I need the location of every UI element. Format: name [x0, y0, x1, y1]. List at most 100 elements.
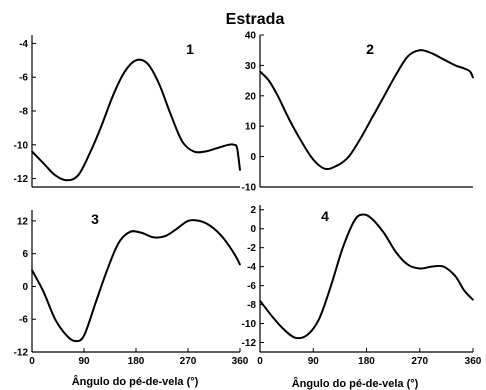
data-point	[175, 228, 178, 230]
data-point	[259, 70, 261, 73]
y-tick-label: -4	[19, 39, 28, 50]
data-point	[383, 232, 386, 235]
data-point	[463, 67, 465, 70]
data-point	[342, 246, 344, 249]
data-point	[288, 119, 291, 121]
data-point	[193, 150, 195, 153]
data-point	[198, 220, 201, 222]
data-point	[268, 79, 270, 82]
x-tick-label: 360	[465, 356, 482, 367]
data-point	[330, 284, 332, 287]
y-tick-label: -12	[14, 174, 29, 185]
y-tick-label: -6	[19, 73, 28, 84]
data-point	[77, 174, 79, 176]
y-tick-label: -12	[14, 348, 29, 359]
data-point	[271, 315, 273, 317]
data-point	[181, 140, 183, 143]
data-point	[42, 291, 45, 293]
data-point	[442, 265, 445, 268]
figure-title: Estrada	[226, 11, 285, 28]
data-point	[187, 220, 189, 222]
panel-label: 4	[321, 208, 329, 224]
y-tick-label: 0	[250, 224, 256, 235]
panel-2: 40 30 20 10 0 -10 2	[242, 31, 474, 194]
data-point	[442, 58, 445, 61]
data-point	[472, 76, 474, 79]
data-point	[152, 236, 155, 239]
data-point	[239, 263, 241, 266]
data-point	[65, 334, 68, 337]
data-point	[31, 150, 33, 153]
data-point	[419, 49, 421, 51]
panel-1: -4 -6 -8 -10 -12 1	[14, 35, 241, 188]
data-point	[112, 95, 114, 97]
data-point	[407, 55, 409, 58]
panel-label: 3	[91, 211, 99, 227]
data-point	[306, 334, 309, 336]
series-line	[259, 213, 474, 340]
x-tick-label: 90	[308, 356, 320, 367]
data-point	[83, 334, 85, 337]
data-point	[146, 62, 149, 65]
data-point	[463, 289, 465, 292]
data-point	[472, 299, 474, 301]
data-point	[348, 155, 350, 158]
x-tick-label: 180	[128, 356, 145, 367]
data-point	[135, 59, 137, 62]
data-point	[31, 269, 33, 271]
data-point	[419, 267, 421, 270]
y-tick-label: -4	[247, 262, 256, 273]
data-point	[359, 137, 362, 140]
y-tick-label: -8	[247, 300, 256, 311]
data-point	[239, 169, 241, 171]
data-point	[169, 113, 172, 116]
y-tick-label: 6	[22, 249, 28, 260]
data-point	[106, 269, 108, 271]
data-point	[318, 318, 321, 320]
data-point	[94, 302, 97, 304]
data-point	[395, 251, 397, 254]
data-point	[216, 147, 218, 149]
data-point	[395, 73, 397, 76]
data-point	[100, 125, 103, 127]
y-tick-label: -12	[242, 338, 257, 349]
data-point	[430, 265, 433, 268]
x-tick-label: 360	[232, 356, 249, 367]
x-tick-label: 90	[78, 356, 90, 367]
data-point	[42, 162, 45, 165]
data-point	[227, 144, 230, 146]
data-point	[158, 83, 160, 85]
data-point	[430, 52, 433, 54]
data-point	[89, 152, 91, 154]
data-point	[221, 236, 224, 239]
data-point	[54, 174, 56, 176]
data-point	[129, 231, 131, 233]
x-axis-label-left: Ângulo do pé-de-vela (°)	[72, 375, 199, 388]
x-tick-label: 0	[257, 356, 263, 367]
y-tick-label: -10	[14, 140, 29, 151]
data-point	[469, 70, 471, 73]
data-point	[454, 275, 457, 277]
y-tick-label: -6	[19, 315, 28, 326]
data-point	[210, 225, 212, 228]
data-point	[204, 150, 207, 153]
data-point	[233, 144, 235, 146]
x-tick-label: 270	[411, 356, 428, 367]
x-tick-label: 180	[358, 356, 375, 367]
data-point	[236, 147, 238, 149]
data-point	[74, 340, 77, 342]
data-point	[407, 263, 409, 266]
data-point	[454, 64, 457, 67]
panel-label: 2	[366, 41, 374, 57]
x-tick-label: 0	[29, 356, 35, 367]
data-point	[277, 95, 279, 97]
data-point	[233, 252, 235, 255]
panel-label: 1	[186, 41, 194, 57]
series-line	[259, 49, 474, 171]
data-point	[353, 219, 356, 221]
data-point	[282, 328, 285, 331]
